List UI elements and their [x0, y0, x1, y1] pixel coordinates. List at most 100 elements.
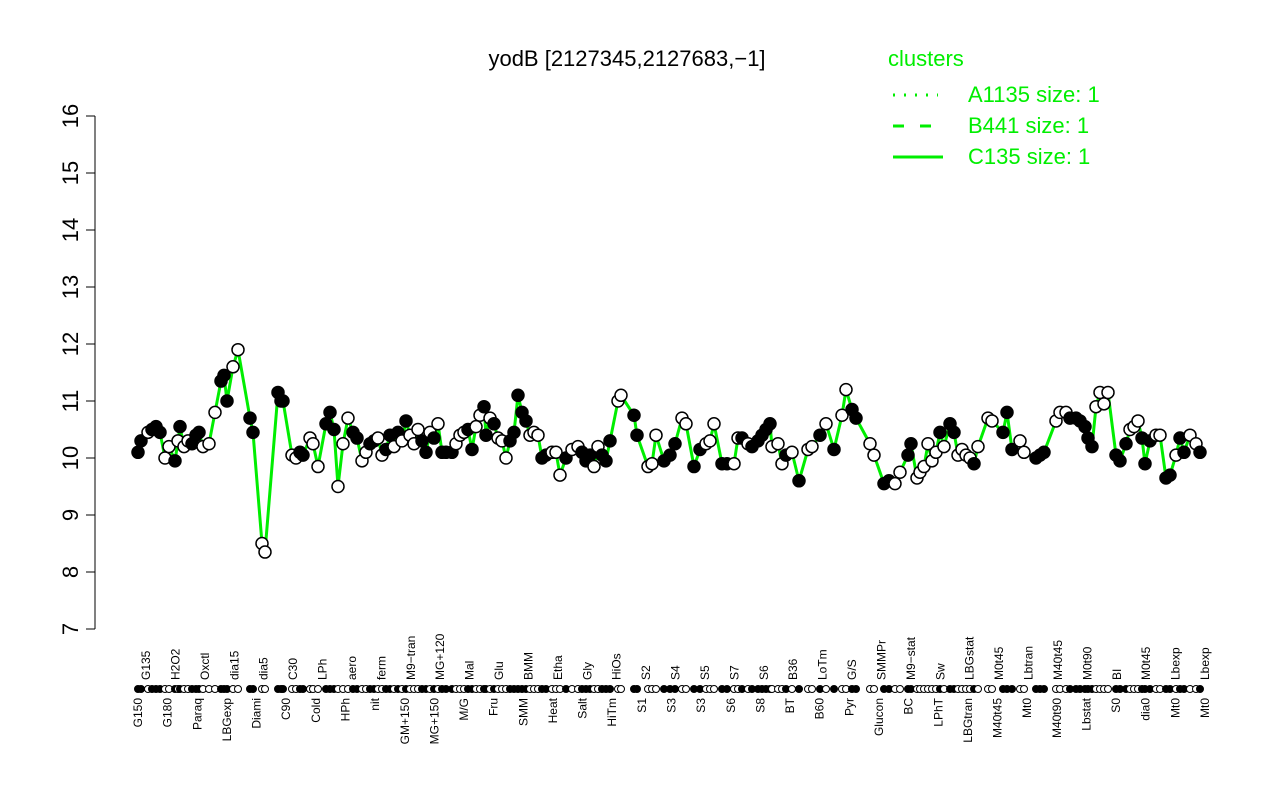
y-tick-label: 7 [58, 623, 83, 635]
x-tick-label-bottom: Pyr [842, 698, 856, 716]
rug-marker [671, 685, 679, 693]
data-point [727, 456, 741, 471]
x-tick-label-bottom: BC [902, 698, 916, 715]
data-point [519, 414, 533, 428]
y-tick-label: 10 [58, 446, 83, 470]
rug-marker [1196, 685, 1204, 693]
rug-marker [279, 685, 287, 693]
x-tick-label-top: Lbexp [1169, 647, 1183, 680]
data-point [627, 408, 641, 422]
data-point [921, 437, 935, 451]
x-tick-label-top: dia15 [227, 650, 241, 680]
data-point [371, 431, 385, 445]
data-point [153, 425, 167, 440]
data-point [549, 445, 563, 460]
data-point [341, 411, 355, 425]
x-tick-label-bottom: B60 [813, 698, 827, 720]
data-point [1000, 405, 1014, 420]
x-tick-label-top: S5 [698, 665, 712, 680]
data-point [785, 445, 799, 460]
data-point [587, 459, 601, 474]
rug-marker [795, 685, 803, 693]
x-tick-label-bottom: Paraq [190, 698, 204, 730]
x-tick-label-bottom: LPhT [931, 697, 945, 726]
data-point [419, 445, 433, 460]
y-tick-label: 13 [58, 275, 83, 299]
rug-marker [137, 685, 145, 693]
x-tick-label-top: S2 [639, 665, 653, 680]
data-point [645, 456, 659, 471]
data-point [1119, 437, 1133, 451]
rug-marker [788, 685, 796, 693]
x-tick-label-top: Glu [492, 661, 506, 680]
data-point [217, 368, 231, 383]
rug-marker [723, 685, 731, 693]
data-point [246, 425, 260, 440]
data-point [1177, 445, 1191, 460]
legend-entry-b441: B441 size: 1 [968, 113, 1089, 138]
data-point [771, 437, 785, 451]
data-point [893, 465, 907, 479]
rug-marker [234, 685, 242, 693]
data-point [867, 448, 881, 462]
data-point [663, 448, 677, 462]
x-axis-labels: G135 H2O2 Oxctl dia15 dia5 C30 LPh aero ferm M9−t… [131, 633, 1212, 744]
x-tick-label-bottom: S8 [753, 698, 767, 713]
legend-entry-a1135: A1135 size: 1 [968, 82, 1100, 107]
rug-marker [1008, 685, 1016, 693]
data-point [477, 399, 491, 414]
data-point [226, 360, 240, 374]
x-tick-label-bottom: S6 [724, 698, 738, 713]
data-point [1193, 445, 1207, 460]
data-point [1097, 397, 1111, 411]
x-tick-label-bottom: LBGexp [220, 698, 234, 742]
x-tick-label-top: aero [345, 656, 359, 680]
x-tick-label-bottom: M/G [457, 698, 471, 721]
data-point [763, 417, 777, 431]
rug-marker [974, 685, 982, 693]
y-tick-label: 11 [58, 390, 83, 413]
x-tick-label-top: Lbtran [1022, 646, 1036, 680]
x-tick-label-bottom: HPh [338, 698, 352, 721]
data-point [208, 405, 222, 420]
data-point [173, 419, 187, 434]
data-point [937, 439, 951, 454]
x-tick-label-top: dia5 [257, 657, 271, 680]
rug-marker [1020, 685, 1028, 693]
data-point [649, 428, 663, 442]
x-tick-label-top: LoTm [816, 649, 830, 680]
series-points-c135 [131, 342, 1207, 559]
x-tick-label-bottom: Mt0 [1020, 698, 1034, 718]
data-point [1017, 445, 1031, 460]
x-tick-label-bottom: S1 [635, 698, 649, 713]
chart-title: yodB [2127345,2127683,−1] [488, 46, 765, 71]
x-tick-label-bottom: S3 [694, 698, 708, 713]
rug-marker [896, 685, 904, 693]
rug-marker [682, 685, 690, 693]
data-point [901, 448, 915, 462]
x-tick-label-top: M0t45 [1139, 646, 1153, 680]
data-point [399, 414, 413, 428]
rug-marker [314, 685, 322, 693]
data-point [839, 382, 853, 397]
data-point [1037, 445, 1051, 460]
x-tick-label-bottom: S0 [1109, 698, 1123, 713]
x-tick-label-top: M9−tran [404, 636, 418, 680]
data-point [243, 411, 257, 425]
data-point [192, 425, 206, 440]
x-tick-label-bottom: M40t45 [991, 698, 1005, 738]
data-point [553, 468, 567, 482]
data-point [933, 425, 947, 440]
data-point [1085, 439, 1099, 454]
x-tick-label-bottom: Glucon [872, 698, 886, 736]
data-point [331, 479, 345, 494]
x-tick-label-top: M9−stat [904, 636, 918, 680]
data-point [827, 442, 841, 457]
data-point [668, 437, 682, 451]
x-rug [134, 685, 1204, 693]
data-point [306, 437, 320, 451]
data-point [465, 442, 479, 457]
x-tick-label-top: G/S [845, 659, 859, 680]
data-point [131, 445, 145, 460]
data-point [427, 431, 441, 445]
